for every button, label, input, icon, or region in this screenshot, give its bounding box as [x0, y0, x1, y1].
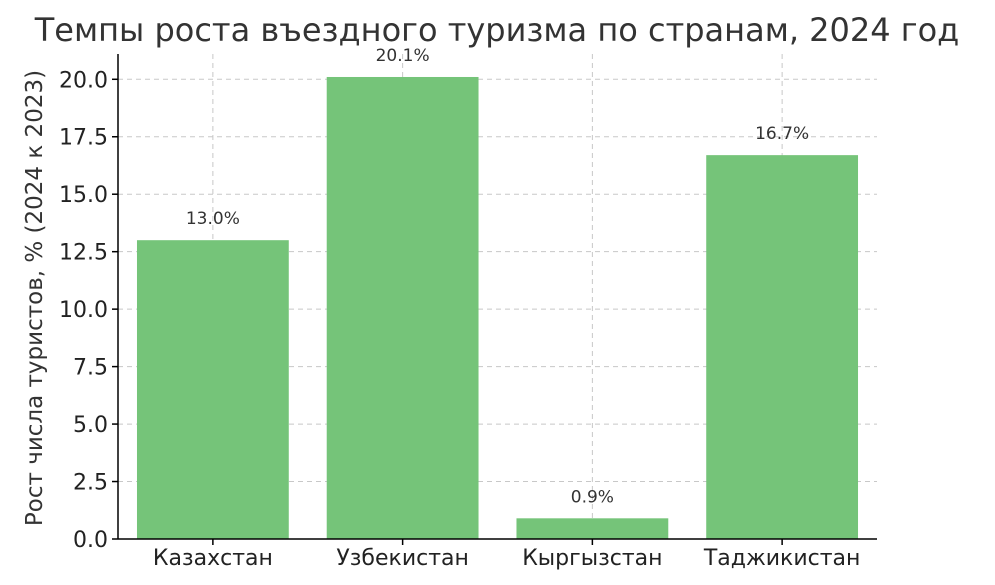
chart-title: Темпы роста въездного туризма по странам… — [34, 11, 960, 49]
x-tick-label-2: Кыргызстан — [522, 546, 662, 571]
y-tick-label-7: 17.5 — [59, 126, 108, 151]
value-label-0: 13.0% — [186, 209, 240, 229]
value-label-1: 20.1% — [376, 46, 430, 66]
y-tick-label-6: 15.0 — [59, 183, 108, 208]
bars — [136, 76, 859, 540]
axes — [112, 54, 877, 545]
labels: 13.0% 20.1% 0.9% 16.7% 0.0 2.5 5.0 7.5 10.0 12.5 1… — [59, 46, 860, 571]
bar-1 — [326, 76, 479, 539]
y-tick-label-5: 12.5 — [59, 241, 108, 266]
y-tick-label-3: 7.5 — [73, 356, 108, 381]
y-tick-label-2: 5.0 — [73, 413, 108, 438]
bar-0 — [136, 240, 289, 540]
y-tick-label-0: 0.0 — [73, 528, 108, 553]
y-tick-label-4: 10.0 — [59, 298, 108, 323]
bar-3 — [706, 155, 859, 539]
x-tick-label-1: Узбекистан — [336, 546, 469, 571]
x-tick-label-0: Казахстан — [153, 546, 273, 571]
value-label-3: 16.7% — [755, 124, 809, 144]
y-tick-label-8: 20.0 — [59, 68, 108, 93]
y-tick-label-1: 2.5 — [73, 471, 108, 496]
value-label-2: 0.9% — [571, 487, 614, 507]
bar-2 — [516, 518, 669, 539]
y-axis-label: Рост числа туристов, % (2024 к 2023) — [22, 70, 48, 526]
x-tick-label-3: Таджикистан — [703, 546, 861, 571]
